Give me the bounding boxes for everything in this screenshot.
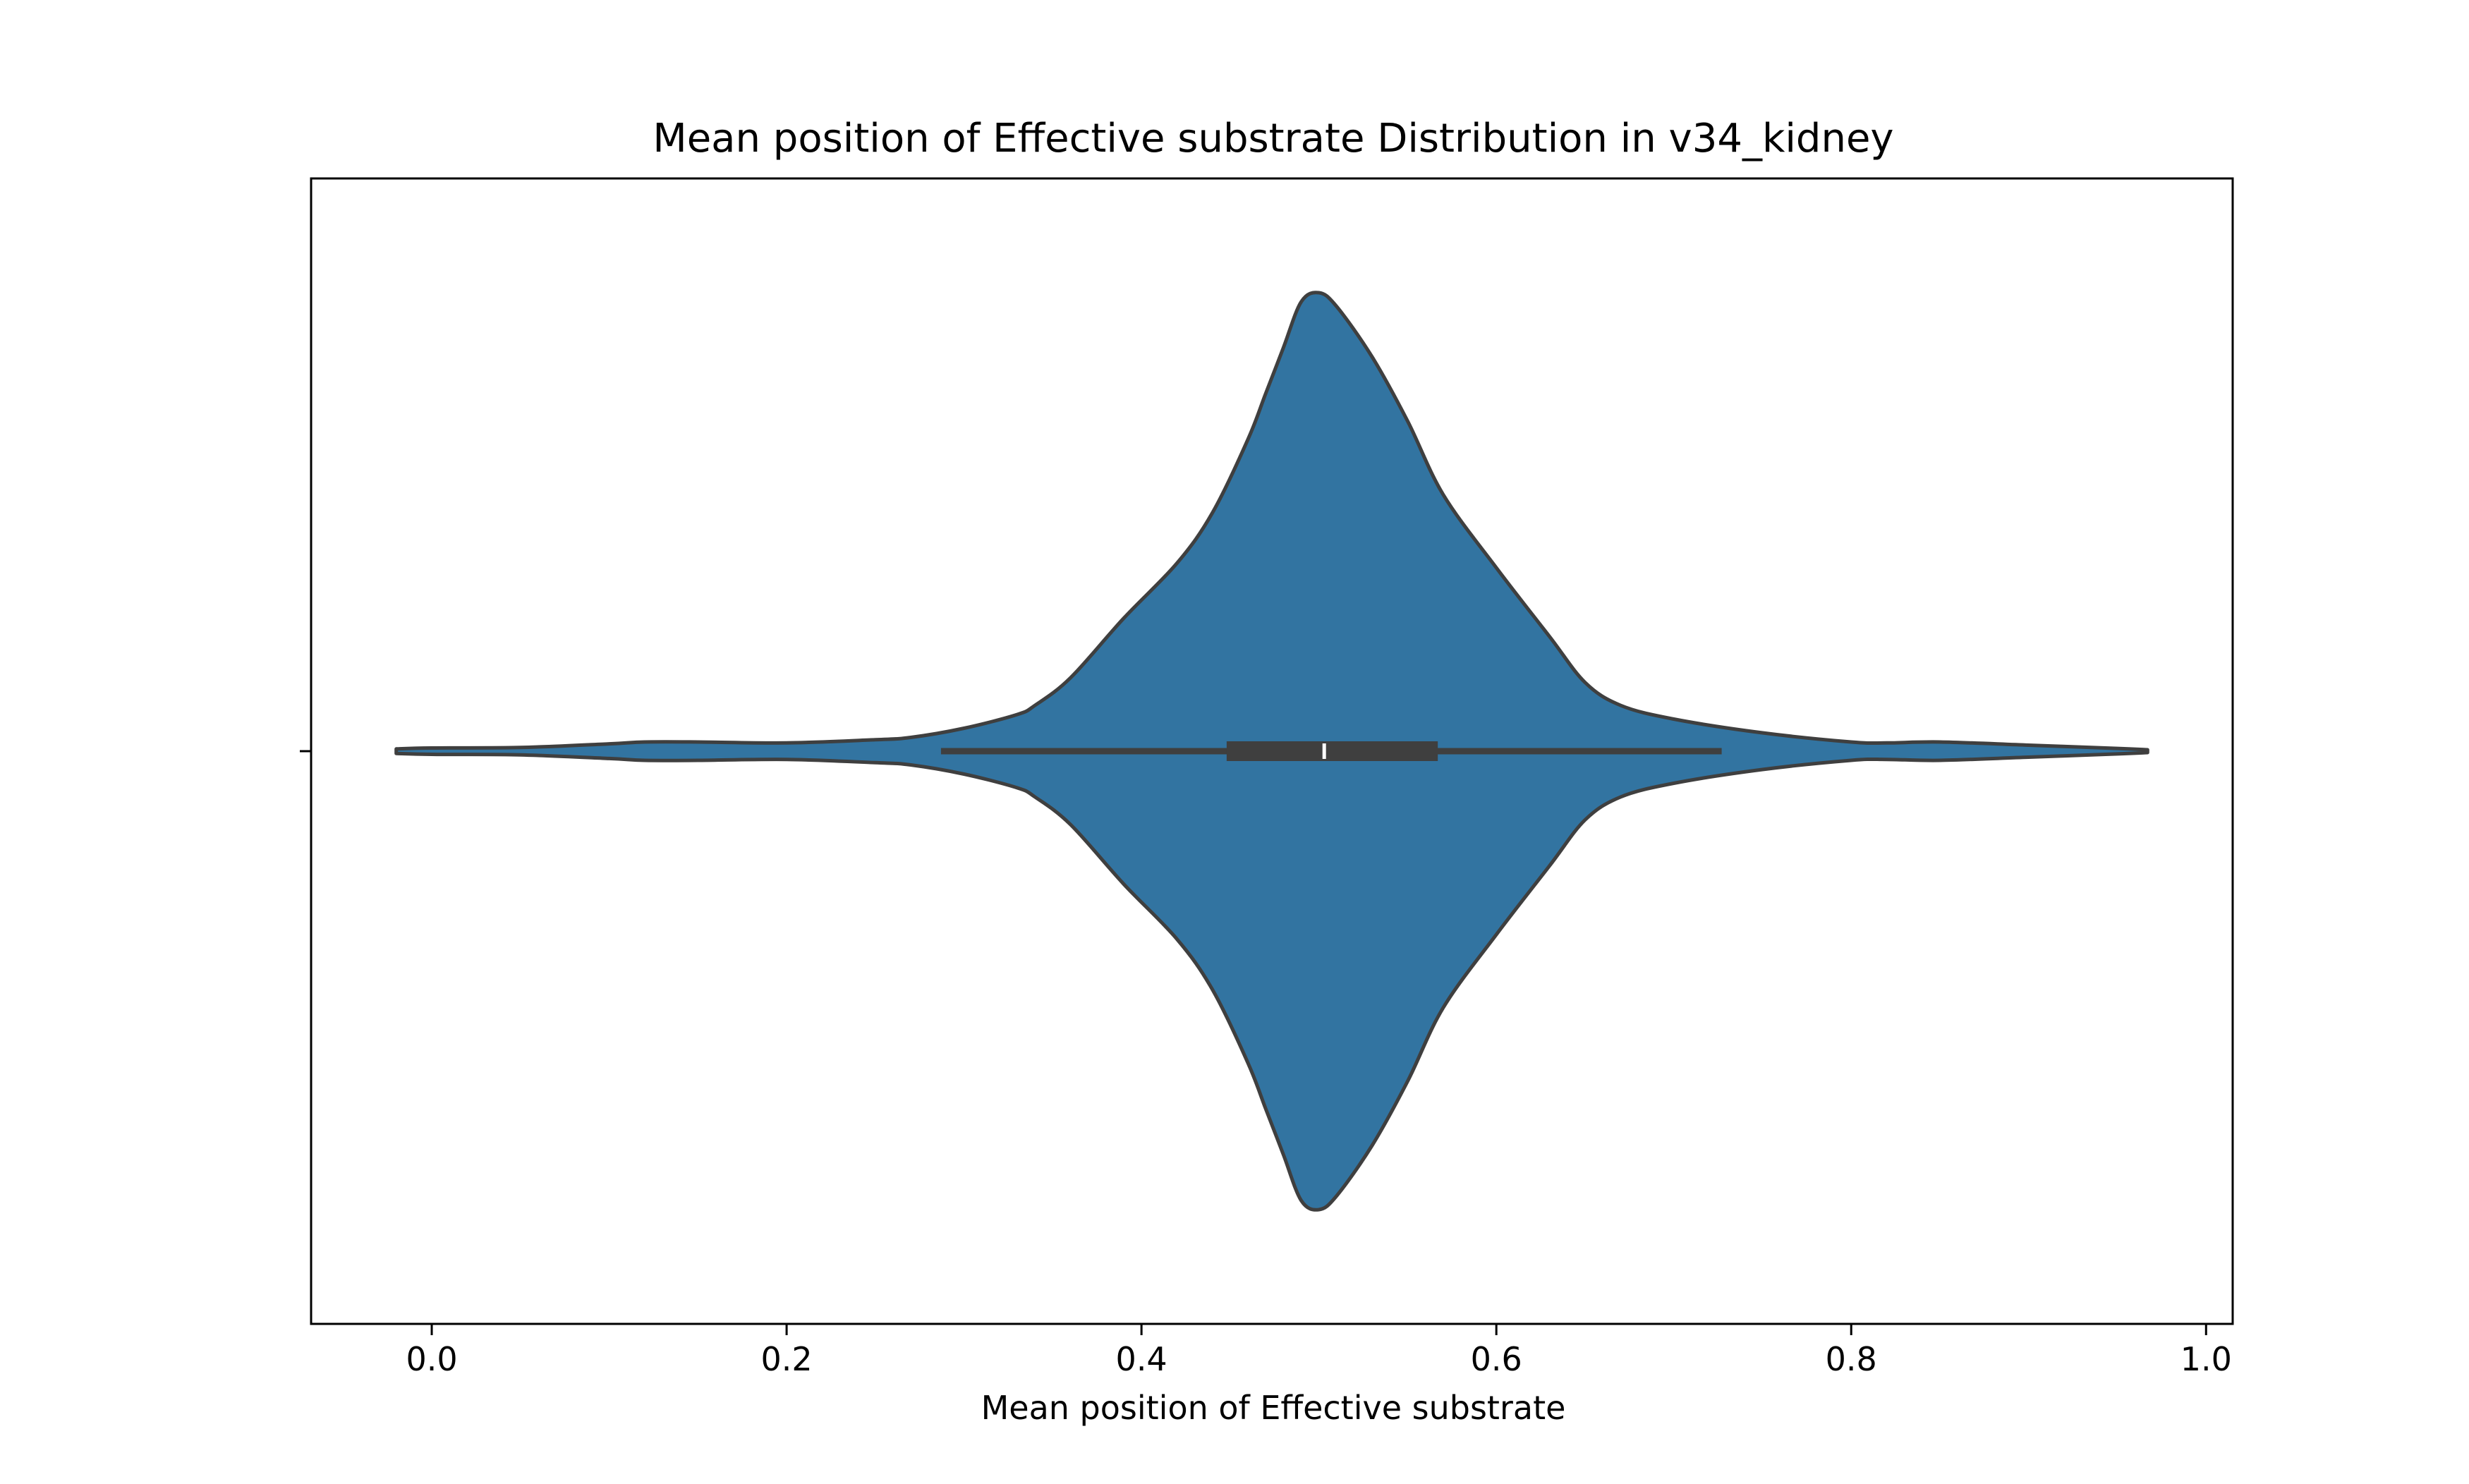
x-tick-label: 0.6 bbox=[1471, 1340, 1522, 1378]
iqr-box bbox=[1226, 741, 1438, 761]
plot-area: 0.0 0.2 0.4 0.6 0.8 1.0 bbox=[300, 177, 2234, 1378]
x-tick-label: 0.8 bbox=[1826, 1340, 1877, 1378]
x-tick-label: 0.2 bbox=[761, 1340, 813, 1378]
x-tick-label: 0.4 bbox=[1116, 1340, 1167, 1378]
x-tick-label: 1.0 bbox=[2180, 1340, 2232, 1378]
x-axis-label: Mean position of Effective substrate bbox=[981, 1389, 1566, 1427]
x-tick-label: 0.0 bbox=[406, 1340, 457, 1378]
chart-title: Mean position of Effective substrate Dis… bbox=[653, 116, 1893, 162]
